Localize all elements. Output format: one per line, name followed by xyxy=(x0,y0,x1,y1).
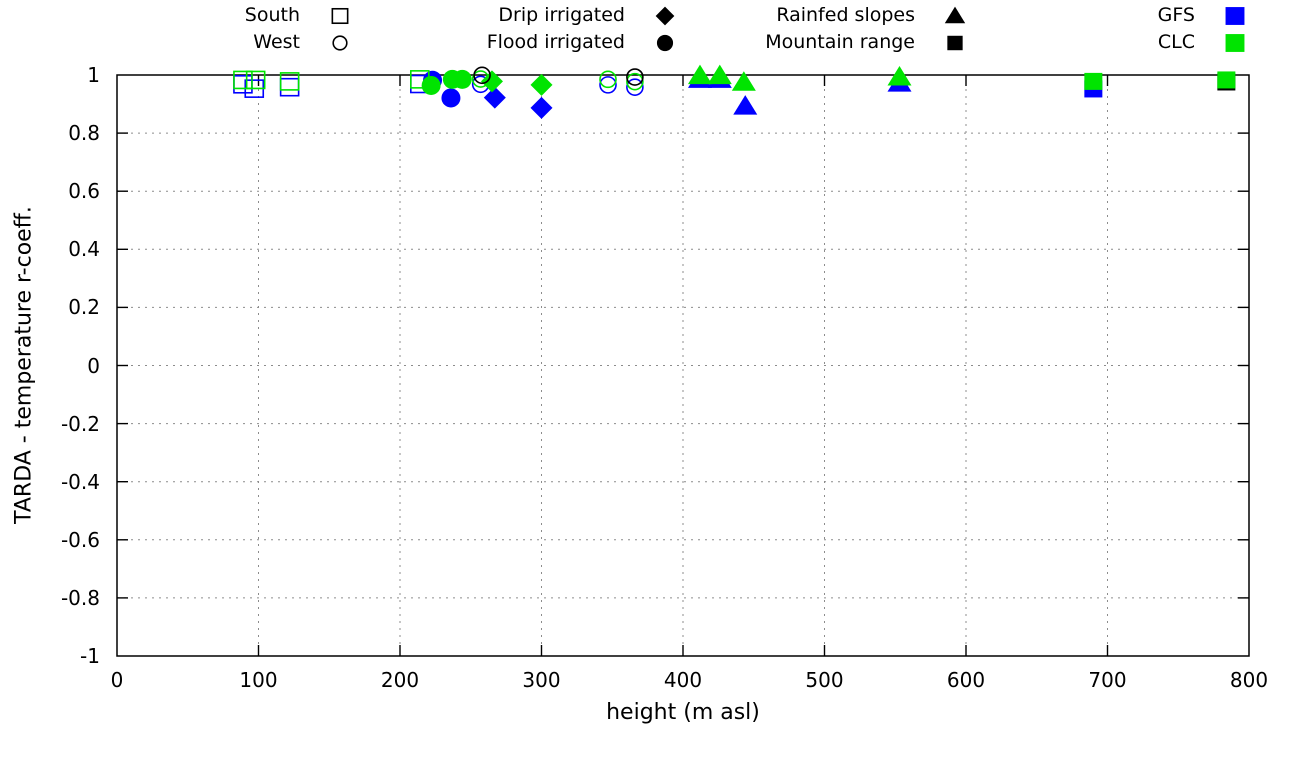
legend-marker xyxy=(331,7,349,24)
x-tick-label: 300 xyxy=(522,668,561,692)
legend-marker xyxy=(655,6,675,25)
legend-label: Flood irrigated xyxy=(486,31,625,53)
legend-label: Rainfed slopes xyxy=(776,4,915,26)
legend-label: West xyxy=(253,31,300,53)
data-point-rainfed-slopes-clc xyxy=(687,64,712,85)
square-open-icon xyxy=(331,7,349,24)
data-point-drip-irrigated-clc xyxy=(530,73,553,96)
data-point-flood-irrigated-clc xyxy=(452,69,472,89)
legend-column: GFS CLC xyxy=(1075,2,1257,56)
x-tick-label: 0 xyxy=(110,668,124,692)
data-point-flood-irrigated-gfs xyxy=(441,88,461,108)
y-axis-label: TARDA - temperature r-coeff. xyxy=(11,206,37,524)
x-tick-label: 800 xyxy=(1229,668,1269,692)
legend-item: West xyxy=(160,29,362,56)
legend-column: South West xyxy=(160,2,362,56)
data-point-flood-irrigated-clc xyxy=(421,75,441,95)
x-axis-label: height (m asl) xyxy=(606,700,760,725)
legend-label: CLC xyxy=(1157,31,1195,53)
legend-item: Flood irrigated xyxy=(425,29,687,56)
square-filled-icon xyxy=(1225,6,1245,25)
legend-item: Rainfed slopes xyxy=(715,2,977,29)
legend-label: Mountain range xyxy=(765,31,915,53)
square-filled-icon xyxy=(1225,33,1245,52)
legend-marker xyxy=(1225,6,1245,25)
legend-label: GFS xyxy=(1157,4,1195,26)
data-point-drip-irrigated-gfs xyxy=(530,96,553,119)
data-point-drip-irrigated-gfs xyxy=(483,86,506,109)
data-point-south-clc xyxy=(245,70,266,90)
data-point-south-clc xyxy=(233,70,253,90)
x-tick-label: 600 xyxy=(946,668,986,692)
data-point-rainfed-slopes-clc xyxy=(887,66,912,86)
x-tick-label: 500 xyxy=(805,668,844,692)
y-tick-label: -0.4 xyxy=(60,469,100,494)
y-tick-label: -1 xyxy=(80,644,100,668)
x-tick-label: 400 xyxy=(663,668,703,692)
data-point-west-overlap xyxy=(473,66,491,85)
y-tick-label: 0.2 xyxy=(68,295,100,320)
data-point-mountain-range-clc xyxy=(1084,72,1103,90)
y-tick-label: -0.6 xyxy=(60,527,100,552)
legend-column: Drip irrigated Flood irrigated xyxy=(425,2,687,56)
data-point-west-clc xyxy=(626,72,644,91)
data-point-drip-irrigated-clc xyxy=(480,70,503,93)
plot-border xyxy=(116,74,1250,657)
x-tick-label: 100 xyxy=(239,668,278,692)
triangle-filled-icon xyxy=(944,6,966,23)
legend-marker xyxy=(656,34,674,51)
x-tick-label: 700 xyxy=(1088,668,1127,692)
legend-item: South xyxy=(160,2,362,29)
legend-column: Rainfed slopes Mountain range xyxy=(715,2,977,56)
legend-item: CLC xyxy=(1075,29,1257,56)
legend-marker xyxy=(944,6,966,23)
data-point-west-clc xyxy=(599,70,617,89)
y-tick-label: 0 xyxy=(87,353,100,378)
legend-marker xyxy=(332,34,348,51)
data-point-rainfed-slopes-gfs xyxy=(733,95,758,115)
legend-label: South xyxy=(244,4,300,26)
data-point-west-gfs xyxy=(626,78,644,97)
y-tick-label: -0.8 xyxy=(60,585,100,610)
legend-marker xyxy=(947,35,963,50)
square-filled-icon xyxy=(947,35,963,50)
data-point-rainfed-slopes-clc xyxy=(731,71,756,91)
y-tick-label: 1 xyxy=(87,63,100,87)
legend-item: Mountain range xyxy=(715,29,977,56)
data-point-west-gfs xyxy=(599,76,617,94)
legend-item: Drip irrigated xyxy=(425,2,687,29)
y-tick-label: -0.2 xyxy=(60,411,100,436)
diamond-filled-icon xyxy=(655,6,675,25)
data-point-rainfed-slopes-clc xyxy=(707,64,732,85)
legend-marker xyxy=(1225,33,1245,52)
y-tick-label: 0.6 xyxy=(68,179,100,204)
data-point-south-clc xyxy=(279,72,300,91)
legend: South West Drip irrigated Flood irrigated Ra… xyxy=(0,0,1290,58)
y-tick-label: 0.8 xyxy=(68,121,100,146)
legend-item: GFS xyxy=(1075,2,1257,29)
circle-open-icon xyxy=(332,34,348,51)
x-tick-label: 200 xyxy=(380,668,420,692)
data-point-south-gfs xyxy=(279,77,300,97)
data-point-west-overlap xyxy=(626,68,644,86)
data-point-south-gfs xyxy=(233,74,253,94)
data-point-mountain-range-clc xyxy=(1217,71,1236,89)
legend-label: Drip irrigated xyxy=(498,4,625,26)
circle-filled-icon xyxy=(656,34,674,51)
y-tick-label: 0.4 xyxy=(68,237,100,262)
